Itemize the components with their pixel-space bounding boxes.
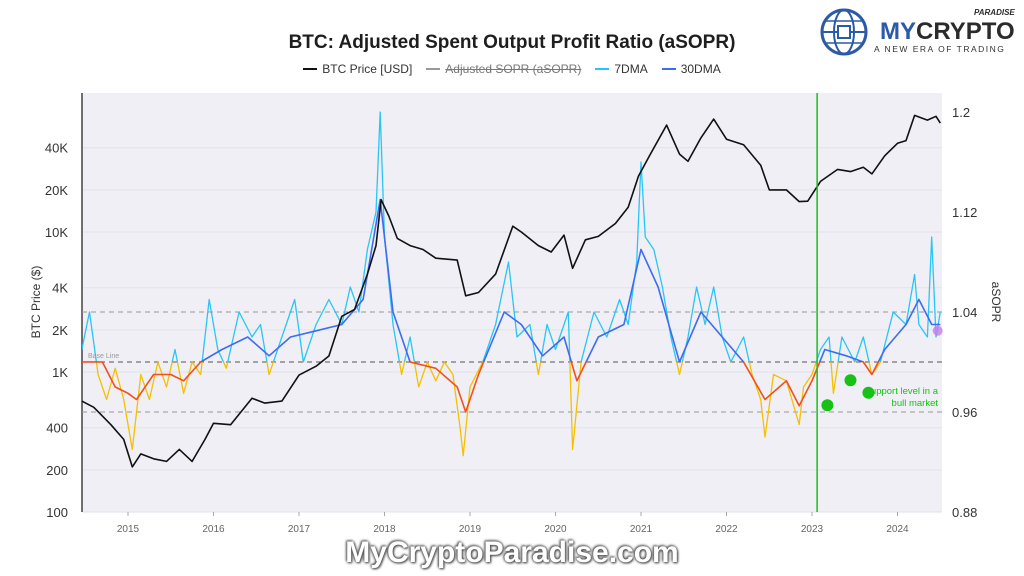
support-dot: [862, 386, 875, 399]
x-tick-label: 2018: [373, 524, 396, 535]
support-dot: [844, 374, 857, 387]
annotation-line2: bull market: [891, 398, 938, 409]
y-left-tick-label: 1K: [52, 365, 68, 380]
plot-background: [82, 93, 942, 512]
y-right-tick-label: 1.2: [952, 105, 970, 120]
y-left-tick-label: 2K: [52, 323, 68, 338]
y-right-axis-label: aSOPR: [989, 282, 1003, 323]
logo-my: MY: [880, 18, 916, 45]
legend-item-7dma[interactable]: 7DMA: [595, 62, 648, 76]
y-left-tick-label: 20K: [45, 183, 68, 198]
legend-label: Adjusted SOPR (aSOPR): [445, 62, 582, 76]
y-left-axis-label: BTC Price ($): [29, 266, 43, 339]
logo-crypto: CRYPTO: [916, 18, 1015, 45]
watermark: MyCryptoParadise.com: [345, 536, 679, 569]
support-dot: [821, 399, 834, 412]
x-tick-label: 2016: [202, 524, 225, 535]
y-left-tick-label: 10K: [45, 225, 68, 240]
x-tick-label: 2022: [715, 524, 738, 535]
y-left-tick-label: 4K: [52, 281, 68, 296]
x-tick-label: 2019: [459, 524, 482, 535]
series-asopr-30dma-above: [82, 198, 941, 362]
y-right-tick-label: 1.12: [952, 205, 977, 220]
series-asopr-7dma-above: [82, 111, 941, 362]
y-left-tick-label: 100: [46, 505, 68, 520]
x-tick-label: 2017: [288, 524, 311, 535]
y-right-tick-label: 0.96: [952, 405, 977, 420]
highlight-dot: [932, 325, 943, 336]
legend-item-30dma[interactable]: 30DMA: [661, 62, 721, 76]
y-right-tick-label: 0.88: [952, 505, 977, 520]
mycrypto-logo: PARADISE MYCRYPTO A NEW ERA OF TRADING: [818, 6, 1018, 58]
chart-title: BTC: Adjusted Spent Output Profit Ratio …: [288, 32, 736, 53]
legend-item-btc-price[interactable]: BTC Price [USD]: [303, 62, 412, 76]
legend-label: 30DMA: [680, 62, 721, 76]
logo-brand: MYCRYPTO: [880, 18, 1015, 46]
x-tick-label: 2021: [630, 524, 653, 535]
x-tick-label: 2020: [544, 524, 567, 535]
globe-icon: [820, 8, 868, 56]
support-annotation: Support level in a bull market: [842, 386, 938, 410]
x-tick-label: 2023: [801, 524, 824, 535]
logo-tagline: A NEW ERA OF TRADING: [874, 44, 1006, 54]
logo-superscript: PARADISE: [974, 8, 1015, 17]
series-btc-price: [81, 114, 941, 468]
x-tick-label: 2024: [886, 524, 909, 535]
y-left-tick-label: 40K: [45, 141, 68, 156]
series-asopr-7dma-below: [95, 362, 882, 457]
y-right-tick-label: 1.04: [952, 305, 977, 320]
baseline-label: Base Line: [88, 353, 119, 360]
y-left-tick-label: 400: [46, 421, 68, 436]
annotation-line1: Support level in a: [864, 386, 938, 397]
x-tick-label: 2015: [117, 524, 140, 535]
legend-label: BTC Price [USD]: [322, 62, 413, 76]
y-left-tick-label: 200: [46, 463, 68, 478]
legend-item-asopr[interactable]: Adjusted SOPR (aSOPR): [426, 62, 581, 76]
legend-label: 7DMA: [614, 62, 648, 76]
legend: BTC Price [USD] Adjusted SOPR (aSOPR) 7D…: [0, 62, 1024, 76]
